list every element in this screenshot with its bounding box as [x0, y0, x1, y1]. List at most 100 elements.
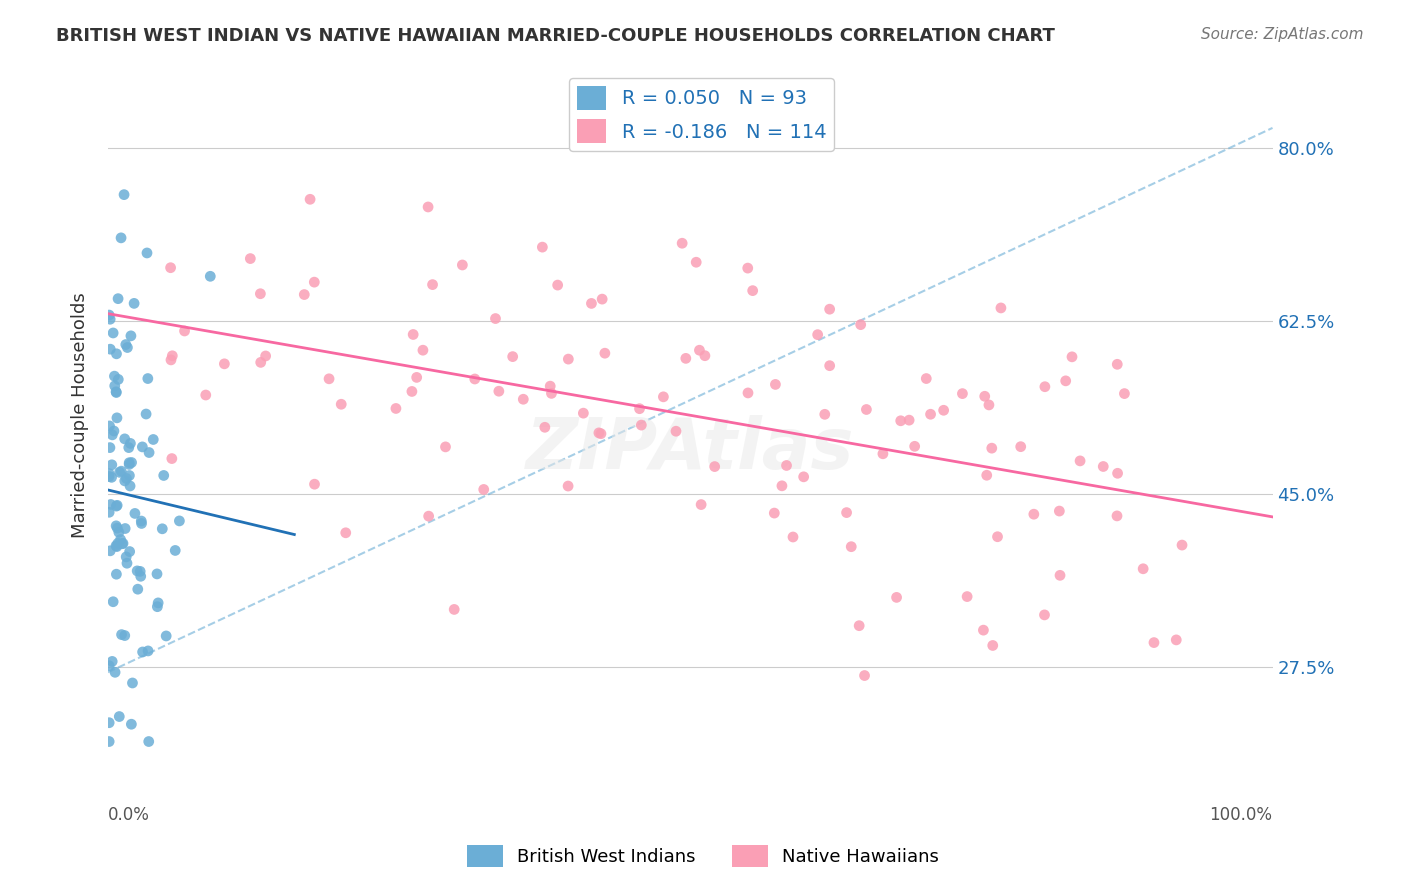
Point	[572, 406, 595, 420]
Point	[118, 456, 141, 470]
Text: 100.0%: 100.0%	[1209, 805, 1272, 824]
Point	[214, 357, 236, 371]
Point	[98, 734, 121, 748]
Point	[547, 278, 569, 293]
Point	[405, 370, 427, 384]
Point	[1107, 357, 1129, 371]
Point	[111, 536, 134, 550]
Point	[103, 424, 125, 438]
Point	[540, 386, 562, 401]
Point	[385, 401, 408, 416]
Point	[121, 676, 143, 690]
Point	[249, 355, 271, 369]
Point	[976, 468, 998, 483]
Point	[693, 349, 716, 363]
Point	[105, 385, 128, 400]
Point	[124, 507, 146, 521]
Point	[117, 341, 139, 355]
Point	[741, 284, 763, 298]
Point	[104, 665, 127, 680]
Point	[122, 296, 145, 310]
Point	[160, 451, 183, 466]
Legend: British West Indians, Native Hawaiians: British West Indians, Native Hawaiians	[460, 838, 946, 874]
Point	[98, 658, 121, 673]
Point	[1010, 440, 1032, 454]
Point	[112, 187, 135, 202]
Point	[98, 544, 121, 558]
Point	[1132, 562, 1154, 576]
Point	[688, 343, 710, 358]
Point	[129, 569, 152, 583]
Point	[932, 403, 955, 417]
Point	[839, 540, 862, 554]
Point	[105, 410, 128, 425]
Point	[169, 514, 191, 528]
Point	[472, 483, 495, 497]
Point	[1143, 635, 1166, 649]
Point	[451, 258, 474, 272]
Point	[807, 327, 830, 342]
Point	[980, 441, 1002, 455]
Point	[108, 525, 131, 540]
Point	[1114, 386, 1136, 401]
Point	[818, 359, 841, 373]
Point	[488, 384, 510, 399]
Point	[159, 260, 181, 275]
Point	[775, 458, 797, 473]
Point	[104, 379, 127, 393]
Point	[628, 401, 651, 416]
Point	[105, 540, 128, 554]
Point	[146, 596, 169, 610]
Point	[162, 349, 184, 363]
Point	[150, 522, 173, 536]
Point	[557, 352, 579, 367]
Point	[464, 372, 486, 386]
Point	[98, 419, 121, 434]
Point	[105, 567, 128, 582]
Point	[129, 565, 152, 579]
Point	[138, 734, 160, 748]
Point	[652, 390, 675, 404]
Point	[98, 441, 121, 455]
Point	[335, 525, 357, 540]
Point	[299, 192, 322, 206]
Point	[890, 414, 912, 428]
Point	[101, 428, 124, 442]
Point	[105, 499, 128, 513]
Point	[1060, 350, 1083, 364]
Point	[330, 397, 353, 411]
Point	[135, 407, 157, 421]
Point	[146, 599, 169, 614]
Point	[1047, 504, 1070, 518]
Point	[114, 432, 136, 446]
Point	[770, 479, 793, 493]
Point	[304, 477, 326, 491]
Point	[107, 536, 129, 550]
Point	[105, 519, 128, 533]
Point	[737, 386, 759, 401]
Point	[173, 324, 195, 338]
Point	[254, 349, 277, 363]
Point	[1105, 508, 1128, 523]
Point	[98, 467, 121, 481]
Point	[986, 530, 1008, 544]
Point	[110, 464, 132, 478]
Point	[103, 369, 125, 384]
Point	[531, 240, 554, 254]
Y-axis label: Married-couple Households: Married-couple Households	[72, 292, 89, 538]
Point	[977, 398, 1000, 412]
Point	[484, 311, 506, 326]
Point	[108, 466, 131, 480]
Point	[952, 386, 974, 401]
Point	[121, 456, 143, 470]
Point	[422, 277, 444, 292]
Point	[703, 459, 725, 474]
Point	[98, 312, 121, 326]
Point	[114, 629, 136, 643]
Point	[105, 384, 128, 399]
Point	[136, 246, 159, 260]
Point	[981, 639, 1004, 653]
Point	[581, 296, 603, 310]
Point	[127, 564, 149, 578]
Point	[131, 645, 153, 659]
